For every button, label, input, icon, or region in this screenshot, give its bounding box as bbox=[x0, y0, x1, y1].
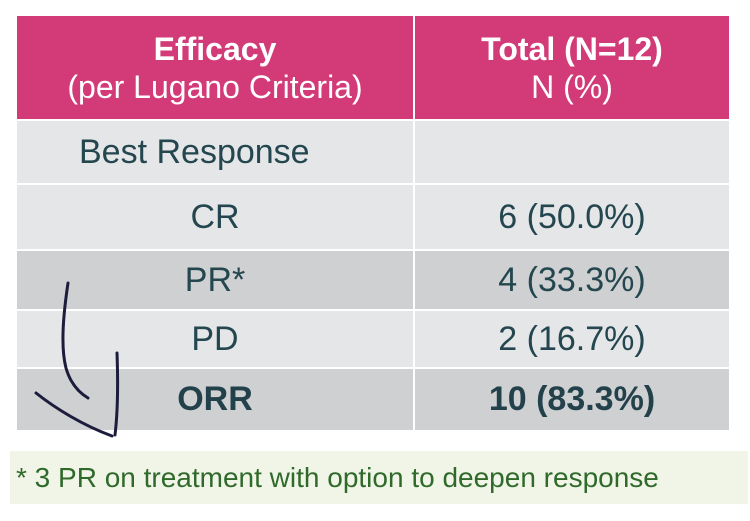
header-total-subtitle: N (%) bbox=[531, 68, 613, 105]
row-label-best-response: Best Response bbox=[17, 121, 413, 183]
row-label-orr: ORR bbox=[17, 369, 413, 430]
row-label-pd: PD bbox=[17, 311, 413, 367]
row-label-cr: CR bbox=[17, 185, 413, 249]
row-value-pr: 4 (33.3%) bbox=[415, 251, 729, 309]
header-efficacy-title: Efficacy bbox=[153, 30, 277, 67]
table-header-row: Efficacy (per Lugano Criteria) Total (N=… bbox=[17, 16, 729, 119]
row-label-pr: PR* bbox=[17, 251, 413, 309]
row-value-best-response bbox=[415, 121, 729, 183]
arrow-right-stroke bbox=[113, 351, 120, 437]
header-efficacy-subtitle: (per Lugano Criteria) bbox=[67, 68, 363, 105]
table-row: PD 2 (16.7%) bbox=[17, 311, 729, 367]
footnote: * 3 PR on treatment with option to deepe… bbox=[10, 451, 748, 504]
table-row: Best Response bbox=[17, 121, 729, 183]
header-efficacy: Efficacy (per Lugano Criteria) bbox=[17, 16, 413, 119]
table-row: ORR 10 (83.3%) bbox=[17, 369, 729, 430]
row-value-pd: 2 (16.7%) bbox=[415, 311, 729, 367]
row-value-orr: 10 (83.3%) bbox=[415, 369, 729, 430]
header-total-title: Total (N=12) bbox=[481, 30, 663, 67]
row-value-cr: 6 (50.0%) bbox=[415, 185, 729, 249]
arrow-left-stroke bbox=[61, 281, 90, 400]
header-total: Total (N=12) N (%) bbox=[415, 16, 729, 119]
table-row: CR 6 (50.0%) bbox=[17, 185, 729, 249]
arrow-head-stroke bbox=[34, 391, 114, 438]
table-row: PR* 4 (33.3%) bbox=[17, 251, 729, 309]
